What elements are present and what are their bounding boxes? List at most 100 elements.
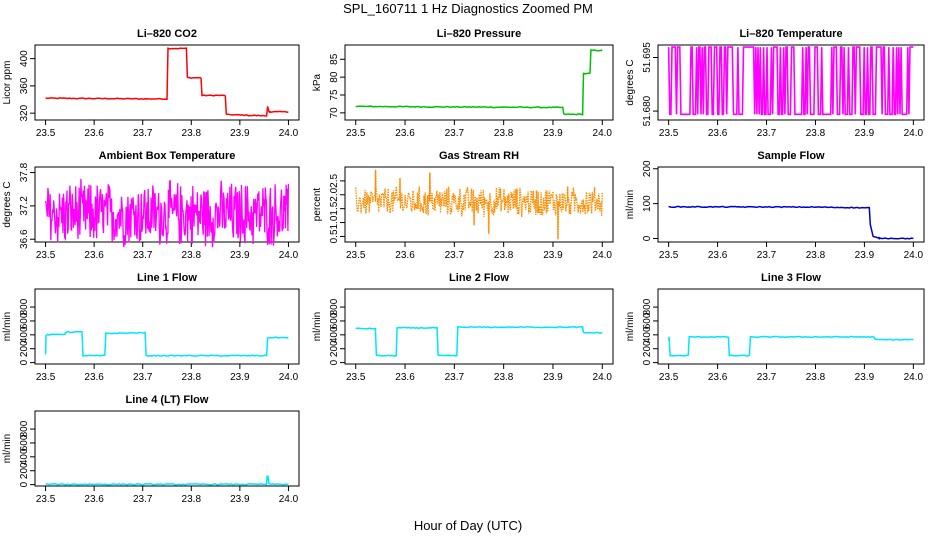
y-tick-label: 600 <box>329 312 340 329</box>
y-tick-label: 200 <box>642 340 653 357</box>
y-tick-label: 200 <box>19 340 30 357</box>
x-tick-label: 24.0 <box>279 494 299 505</box>
x-tick-label: 23.5 <box>36 250 56 261</box>
panel-10: Line 4 (LT) Flow 23.5 23.6 23.7 23.8 23.9 24.0… <box>2 394 300 505</box>
x-tick-label: 23.9 <box>543 372 563 383</box>
y-tick-label: 0 <box>19 481 30 487</box>
x-tick-label: 23.7 <box>757 128 777 139</box>
x-tick-label: 23.9 <box>543 128 563 139</box>
x-tick-label: 23.7 <box>757 250 777 261</box>
y-tick-label: 0 <box>642 235 653 241</box>
panel-title: Li–820 CO2 <box>137 28 197 40</box>
y-tick-label: 200 <box>329 340 340 357</box>
y-tick-label: 400 <box>19 448 30 465</box>
y-tick-label: 0 <box>19 359 30 365</box>
series-line <box>355 326 603 357</box>
series-line <box>355 169 603 240</box>
y-axis-label: ml/min <box>312 312 323 341</box>
series-line <box>44 178 290 248</box>
y-tick-label: 0.5 <box>329 229 340 243</box>
x-tick-label: 23.5 <box>346 128 366 139</box>
x-tick-label: 23.7 <box>133 128 153 139</box>
y-tick-label: 600 <box>19 312 30 329</box>
x-tick-label: 23.6 <box>84 372 104 383</box>
x-tick-label: 23.8 <box>182 372 202 383</box>
plot-frame <box>344 166 614 243</box>
x-tick-label: 23.6 <box>84 128 104 139</box>
y-tick-label: 1.0 <box>329 215 340 229</box>
plot-frame <box>34 410 300 487</box>
x-tick-label: 23.8 <box>494 128 514 139</box>
panel-2: Li–820 Pressure 23.5 23.6 23.7 23.8 23.9 24.0 7… <box>312 28 614 139</box>
panel-7: Line 1 Flow 23.5 23.6 23.7 23.8 23.9 24.0 0 2004… <box>2 272 300 383</box>
x-tick-label: 23.5 <box>659 250 679 261</box>
plot-frame <box>344 44 614 121</box>
y-tick-label: 320 <box>19 104 30 121</box>
y-tick-label: 75 <box>329 89 340 101</box>
x-tick-label: 24.0 <box>904 128 924 139</box>
x-tick-label: 24.0 <box>593 128 613 139</box>
x-tick-label: 23.5 <box>36 128 56 139</box>
y-axis-label: Licor ppm <box>2 61 13 105</box>
x-tick-label: 23.9 <box>543 250 563 261</box>
x-tick-label: 23.6 <box>395 372 415 383</box>
y-tick-label: 360 <box>19 77 30 94</box>
series-line <box>667 46 914 116</box>
y-tick-label: 0 <box>642 359 653 365</box>
x-tick-label: 23.9 <box>230 494 250 505</box>
x-tick-label: 24.0 <box>593 250 613 261</box>
plot-frame <box>657 44 925 121</box>
y-tick-label: 51.695 <box>642 42 653 73</box>
x-tick-label: 23.8 <box>494 372 514 383</box>
y-tick-label: 2.0 <box>329 187 340 201</box>
panel-6: Sample Flow 23.5 23.6 23.7 23.8 23.9 24.0 0 100 2… <box>625 150 925 261</box>
panel-5: Gas Stream RH 23.5 23.6 23.7 23.8 23.9 24.0 0.5… <box>312 150 614 261</box>
y-tick-label: 200 <box>642 160 653 177</box>
y-tick-label: 1.5 <box>329 201 340 215</box>
x-tick-label: 23.7 <box>133 494 153 505</box>
x-tick-label: 23.7 <box>133 250 153 261</box>
x-tick-label: 23.5 <box>36 494 56 505</box>
page-title: SPL_160711 1 Hz Diagnostics Zoomed PM <box>343 1 593 16</box>
y-tick-label: 37.8 <box>19 162 30 182</box>
panel-8: Line 2 Flow 23.5 23.6 23.7 23.8 23.9 24.0 0 2004… <box>312 272 614 383</box>
y-tick-label: 85 <box>329 53 340 65</box>
y-tick-label: 37.2 <box>19 196 30 216</box>
x-tick-label: 23.6 <box>708 128 728 139</box>
y-axis-label: ml/min <box>2 434 13 463</box>
y-tick-label: 200 <box>19 462 30 479</box>
panel-title: Li–820 Temperature <box>739 28 842 40</box>
y-tick-label: 600 <box>19 434 30 451</box>
panel-1: Li–820 CO2 23.5 23.6 23.7 23.8 23.9 24.0 320 360… <box>2 28 300 139</box>
panel-title: Line 2 Flow <box>449 272 509 284</box>
plot-frame <box>34 44 300 121</box>
x-tick-label: 23.9 <box>855 128 875 139</box>
y-axis-label: ml/min <box>625 312 636 341</box>
x-tick-label: 23.7 <box>757 372 777 383</box>
y-tick-label: 800 <box>19 420 30 437</box>
plot-frame <box>344 288 614 365</box>
y-tick-label: 400 <box>19 50 30 67</box>
y-tick-label: 100 <box>642 195 653 212</box>
y-axis-label: degrees C <box>2 181 13 227</box>
y-tick-label: 36.6 <box>19 229 30 249</box>
x-tick-label: 24.0 <box>904 372 924 383</box>
panel-title: Gas Stream RH <box>439 150 519 162</box>
x-tick-label: 24.0 <box>593 372 613 383</box>
y-tick-label: 800 <box>19 298 30 315</box>
x-tick-label: 23.6 <box>395 128 415 139</box>
y-tick-label: 800 <box>329 298 340 315</box>
x-axis-title: Hour of Day (UTC) <box>413 518 523 533</box>
y-tick-label: 0 <box>329 359 340 365</box>
panel-9: Line 3 Flow 23.5 23.6 23.7 23.8 23.9 24.0 0 2004… <box>625 272 925 383</box>
x-tick-label: 23.8 <box>182 250 202 261</box>
x-tick-label: 23.8 <box>494 250 514 261</box>
x-tick-label: 23.9 <box>855 372 875 383</box>
panel-title: Line 3 Flow <box>761 272 821 284</box>
panel-title: Line 1 Flow <box>137 272 197 284</box>
y-axis-label: kPa <box>312 73 323 91</box>
x-tick-label: 23.7 <box>445 372 465 383</box>
panel-3: Li–820 Temperature 23.5 23.6 23.7 23.8 23.9 24… <box>625 28 925 139</box>
series-line <box>667 335 914 357</box>
